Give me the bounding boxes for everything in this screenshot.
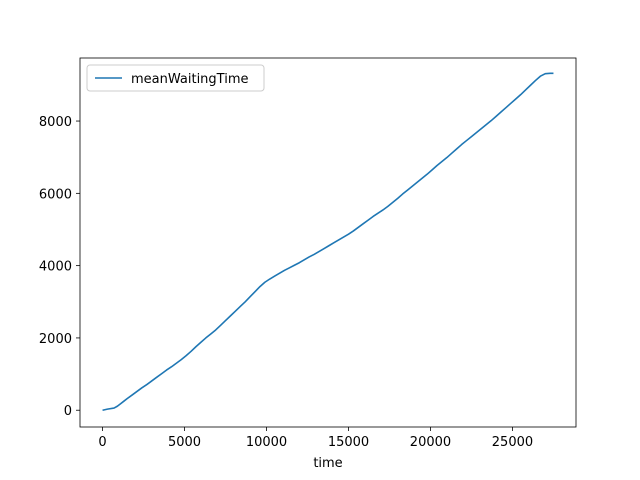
legend-box <box>86 64 265 92</box>
axes-frame <box>79 57 577 428</box>
x-tick-label: 25000 <box>492 435 533 450</box>
x-axis-ticks: 0 5000 10000 15000 20000 25000 <box>98 427 533 450</box>
x-tick-label: 0 <box>98 435 106 450</box>
x-tick-label: 10000 <box>246 435 287 450</box>
legend-label: meanWaitingTime <box>131 72 248 87</box>
x-tick-label: 5000 <box>168 435 201 450</box>
y-tick-label: 4000 <box>39 260 72 275</box>
y-tick-label: 2000 <box>39 332 72 347</box>
x-axis-label: time <box>313 456 342 471</box>
x-tick-label: 15000 <box>328 435 369 450</box>
y-axis-ticks: 0 2000 4000 6000 8000 <box>39 115 80 419</box>
plot-area <box>102 72 554 412</box>
series-line-meanWaitingTime <box>102 72 554 412</box>
y-tick-label: 6000 <box>39 187 72 202</box>
x-tick-label: 20000 <box>410 435 451 450</box>
y-tick-label: 8000 <box>39 115 72 130</box>
y-tick-label: 0 <box>64 404 72 419</box>
legend: meanWaitingTime <box>86 64 265 92</box>
